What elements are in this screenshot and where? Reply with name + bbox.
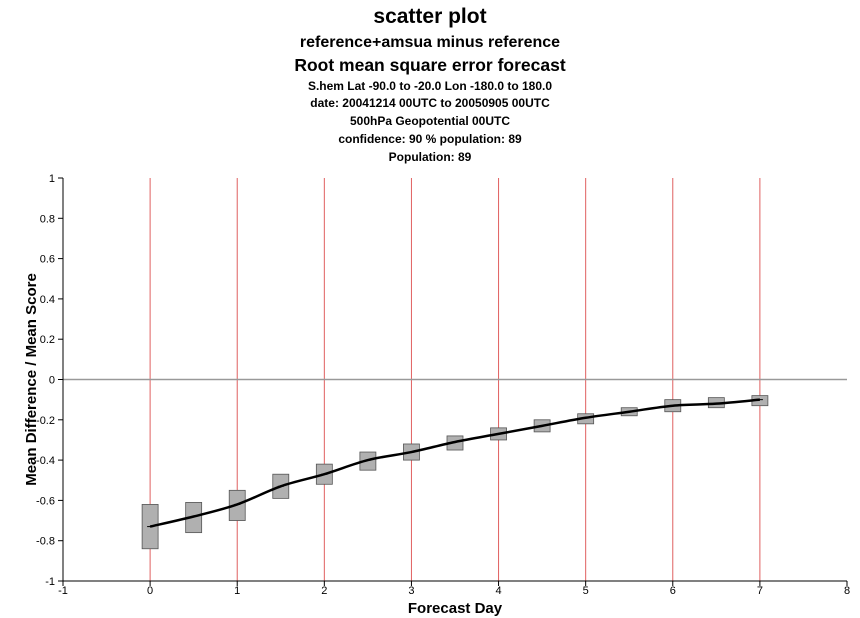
x-tick-label-1: 0	[147, 585, 153, 597]
y-tick-label-7: -0.4	[36, 455, 55, 467]
y-tick-label-4: 0.2	[40, 334, 55, 346]
y-tick-label-2: 0.6	[40, 254, 55, 266]
chart-subtitle-experiment: reference+amsua minus reference	[299, 34, 561, 51]
y-tick-label-1: 0.8	[40, 213, 55, 225]
y-tick-label-3: 0.4	[40, 294, 55, 306]
chart-title: scatter plot	[373, 5, 487, 28]
y-tick-label-0: 1	[49, 173, 55, 185]
chart-subtitle-score: Root mean square error forecast	[294, 55, 566, 75]
x-tick-label-2: 1	[234, 585, 240, 597]
y-tick-label-9: -0.8	[36, 536, 55, 548]
chart-subtitle-area: S.hem Lat -90.0 to -20.0 Lon -180.0 to 1…	[307, 79, 553, 93]
x-tick-label-5: 4	[495, 585, 501, 597]
y-tick-label-6: -0.2	[36, 415, 55, 427]
chart-subtitle-confidence: confidence: 90 % population: 89	[338, 132, 522, 146]
x-tick-label-0: -1	[58, 585, 68, 597]
chart-subtitle-parameter: 500hPa Geopotential 00UTC	[349, 114, 511, 128]
x-tick-label-8: 7	[757, 585, 763, 597]
x-axis-title: Forecast Day	[408, 600, 503, 617]
y-tick-label-8: -0.6	[36, 495, 55, 507]
x-tick-label-7: 6	[670, 585, 676, 597]
x-tick-label-6: 5	[583, 585, 589, 597]
x-tick-label-4: 3	[408, 585, 414, 597]
y-tick-label-10: -1	[45, 576, 55, 588]
chart-subtitle-date: date: 20041214 00UTC to 20050905 00UTC	[310, 96, 550, 110]
x-tick-label-9: 8	[844, 585, 850, 597]
y-tick-label-5: 0	[49, 375, 55, 387]
x-tick-label-3: 2	[321, 585, 327, 597]
y-axis-title: Mean Difference / Mean Score	[23, 273, 40, 486]
chart-subtitle-population: Population: 89	[388, 150, 472, 164]
